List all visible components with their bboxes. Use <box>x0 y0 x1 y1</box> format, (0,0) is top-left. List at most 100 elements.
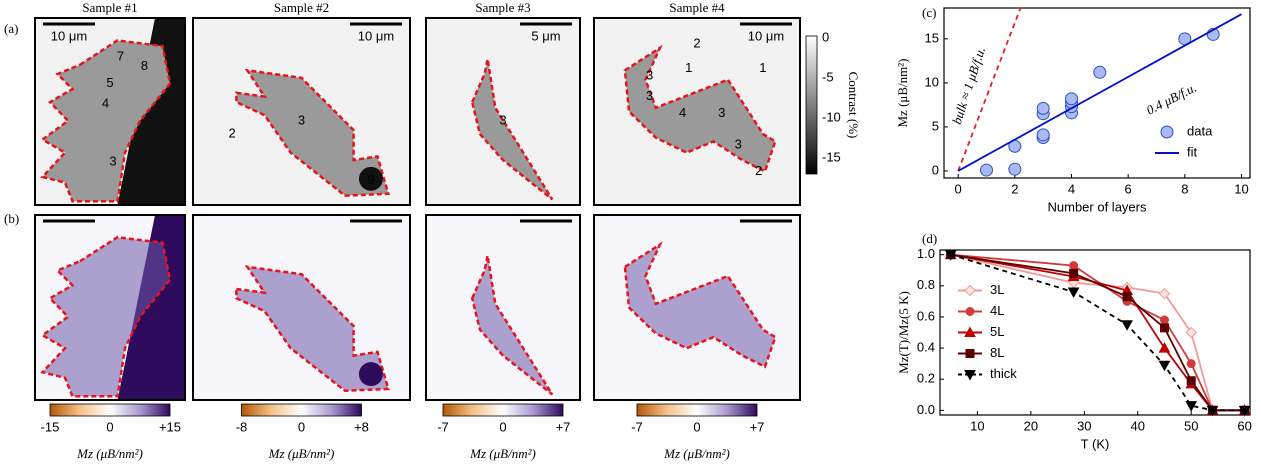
image-frame <box>593 17 801 206</box>
colorbar-tick-label: -10 <box>822 109 841 124</box>
marker <box>1158 287 1171 300</box>
colorbar-tick-label: -8 <box>236 419 248 434</box>
x-tick-label: 6 <box>1125 181 1132 196</box>
legend-label: 3L <box>990 282 1004 297</box>
layer-label: 3 <box>499 112 506 127</box>
colorbar-label: Mz (μB/nm²) <box>76 446 143 461</box>
marker <box>964 284 976 297</box>
y-tick-label: 0.0 <box>917 402 935 417</box>
scale-bar-label: 10 μm <box>358 28 394 43</box>
image-frame <box>192 17 411 206</box>
marker <box>1185 401 1198 412</box>
colorbar-tick-label: -15 <box>41 419 60 434</box>
substrate-region <box>117 18 185 205</box>
flake-outline <box>40 235 172 398</box>
x-tick-label: 4 <box>1068 181 1075 196</box>
image-frame <box>425 17 581 206</box>
y-tick-label: 0.4 <box>917 340 935 355</box>
layer-label: 3 <box>109 153 116 168</box>
x-tick-label: 30 <box>1077 418 1091 433</box>
layer-label: 2 <box>693 36 700 51</box>
colorbar-tick-label: +8 <box>354 419 369 434</box>
image-frame <box>34 214 186 401</box>
layer-label: 3 <box>646 88 653 103</box>
legend-label: thick <box>990 366 1017 381</box>
layer-label: 7 <box>117 49 124 64</box>
colorbar-tick-label: -7 <box>631 419 643 434</box>
layer-label: 9 <box>367 172 374 187</box>
image-background <box>426 18 580 205</box>
reference-line <box>957 7 1022 172</box>
marker <box>1186 359 1196 369</box>
y-tick-label: 0.6 <box>917 308 935 323</box>
image-frame <box>593 214 801 401</box>
y-axis-label: Mz(T)/Mz(5 K) <box>896 291 911 374</box>
colorbar-tick-label: 0 <box>298 419 305 434</box>
flake-outline <box>470 58 554 201</box>
panel-label: (d) <box>922 231 937 246</box>
layer-label: 2 <box>755 163 762 178</box>
marker <box>1159 323 1169 333</box>
marker <box>1186 376 1196 386</box>
y-axis-label: Mz (μB/nm²) <box>895 59 910 128</box>
layer-label: 3 <box>298 112 305 127</box>
layer-label: 2 <box>228 125 235 140</box>
image-panel <box>593 17 801 206</box>
marker <box>965 349 975 358</box>
x-tick-label: 50 <box>1184 418 1198 433</box>
marker <box>1067 287 1080 299</box>
colorbar-tick-label: +7 <box>556 419 571 434</box>
sample-title: Sample #4 <box>669 0 725 15</box>
x-tick-label: 40 <box>1131 418 1145 433</box>
colorbar-tick-label: -15 <box>822 149 841 164</box>
colorbar-label: Contrast (%) <box>846 72 861 139</box>
legend-label: 5L <box>990 324 1004 339</box>
x-tick-label: 0 <box>955 181 962 196</box>
colorbar-tick-label: +15 <box>159 419 181 434</box>
fit-line <box>957 13 1242 172</box>
image-background <box>426 215 580 400</box>
y-tick-label: 15 <box>925 30 939 45</box>
colorbar <box>442 403 564 417</box>
colorbar-tick-label: +7 <box>750 419 765 434</box>
layer-label: 1 <box>685 60 692 75</box>
colorbar-label: Mz (μB/nm²) <box>268 446 335 461</box>
marker <box>1206 405 1219 417</box>
x-tick-label: 20 <box>1024 418 1038 433</box>
annotation: 0.4 μB/f.u. <box>1144 80 1199 118</box>
panel-label: (b) <box>4 211 19 226</box>
colorbar-tick-label: 0 <box>106 419 113 434</box>
colorbar-tick-label: 0 <box>822 29 829 44</box>
marker <box>965 307 975 316</box>
image-panel <box>425 17 581 206</box>
sample-title: Sample #2 <box>274 0 329 15</box>
thick-region <box>358 362 383 387</box>
data-point <box>980 163 993 177</box>
image-panel <box>192 17 411 206</box>
flake-outline <box>235 68 390 197</box>
y-tick-label: 5 <box>932 118 939 133</box>
colorbar-label: Mz (μB/nm²) <box>469 446 536 461</box>
marker <box>1069 261 1079 271</box>
plot-frame <box>943 7 1251 179</box>
x-tick-label: 60 <box>1237 418 1251 433</box>
image-panel <box>192 214 411 401</box>
colorbar-tick-label: -7 <box>437 419 449 434</box>
colorbar <box>49 403 171 417</box>
data-point <box>1093 65 1107 79</box>
colorbar-tick-label: -5 <box>822 69 834 84</box>
x-tick-label: 10 <box>1234 181 1248 196</box>
image-panel <box>593 214 801 401</box>
marker <box>964 370 976 381</box>
image-frame <box>192 214 411 401</box>
x-tick-label: 10 <box>970 418 984 433</box>
layer-label: 3 <box>718 105 725 120</box>
marker <box>1121 320 1133 331</box>
x-axis-label: Number of layers <box>1048 199 1147 214</box>
sample-title: Sample #3 <box>475 0 530 15</box>
legend-label: 8L <box>990 345 1004 360</box>
data-point <box>1036 128 1050 142</box>
flake-outline <box>235 265 390 393</box>
colorbar <box>636 403 758 417</box>
